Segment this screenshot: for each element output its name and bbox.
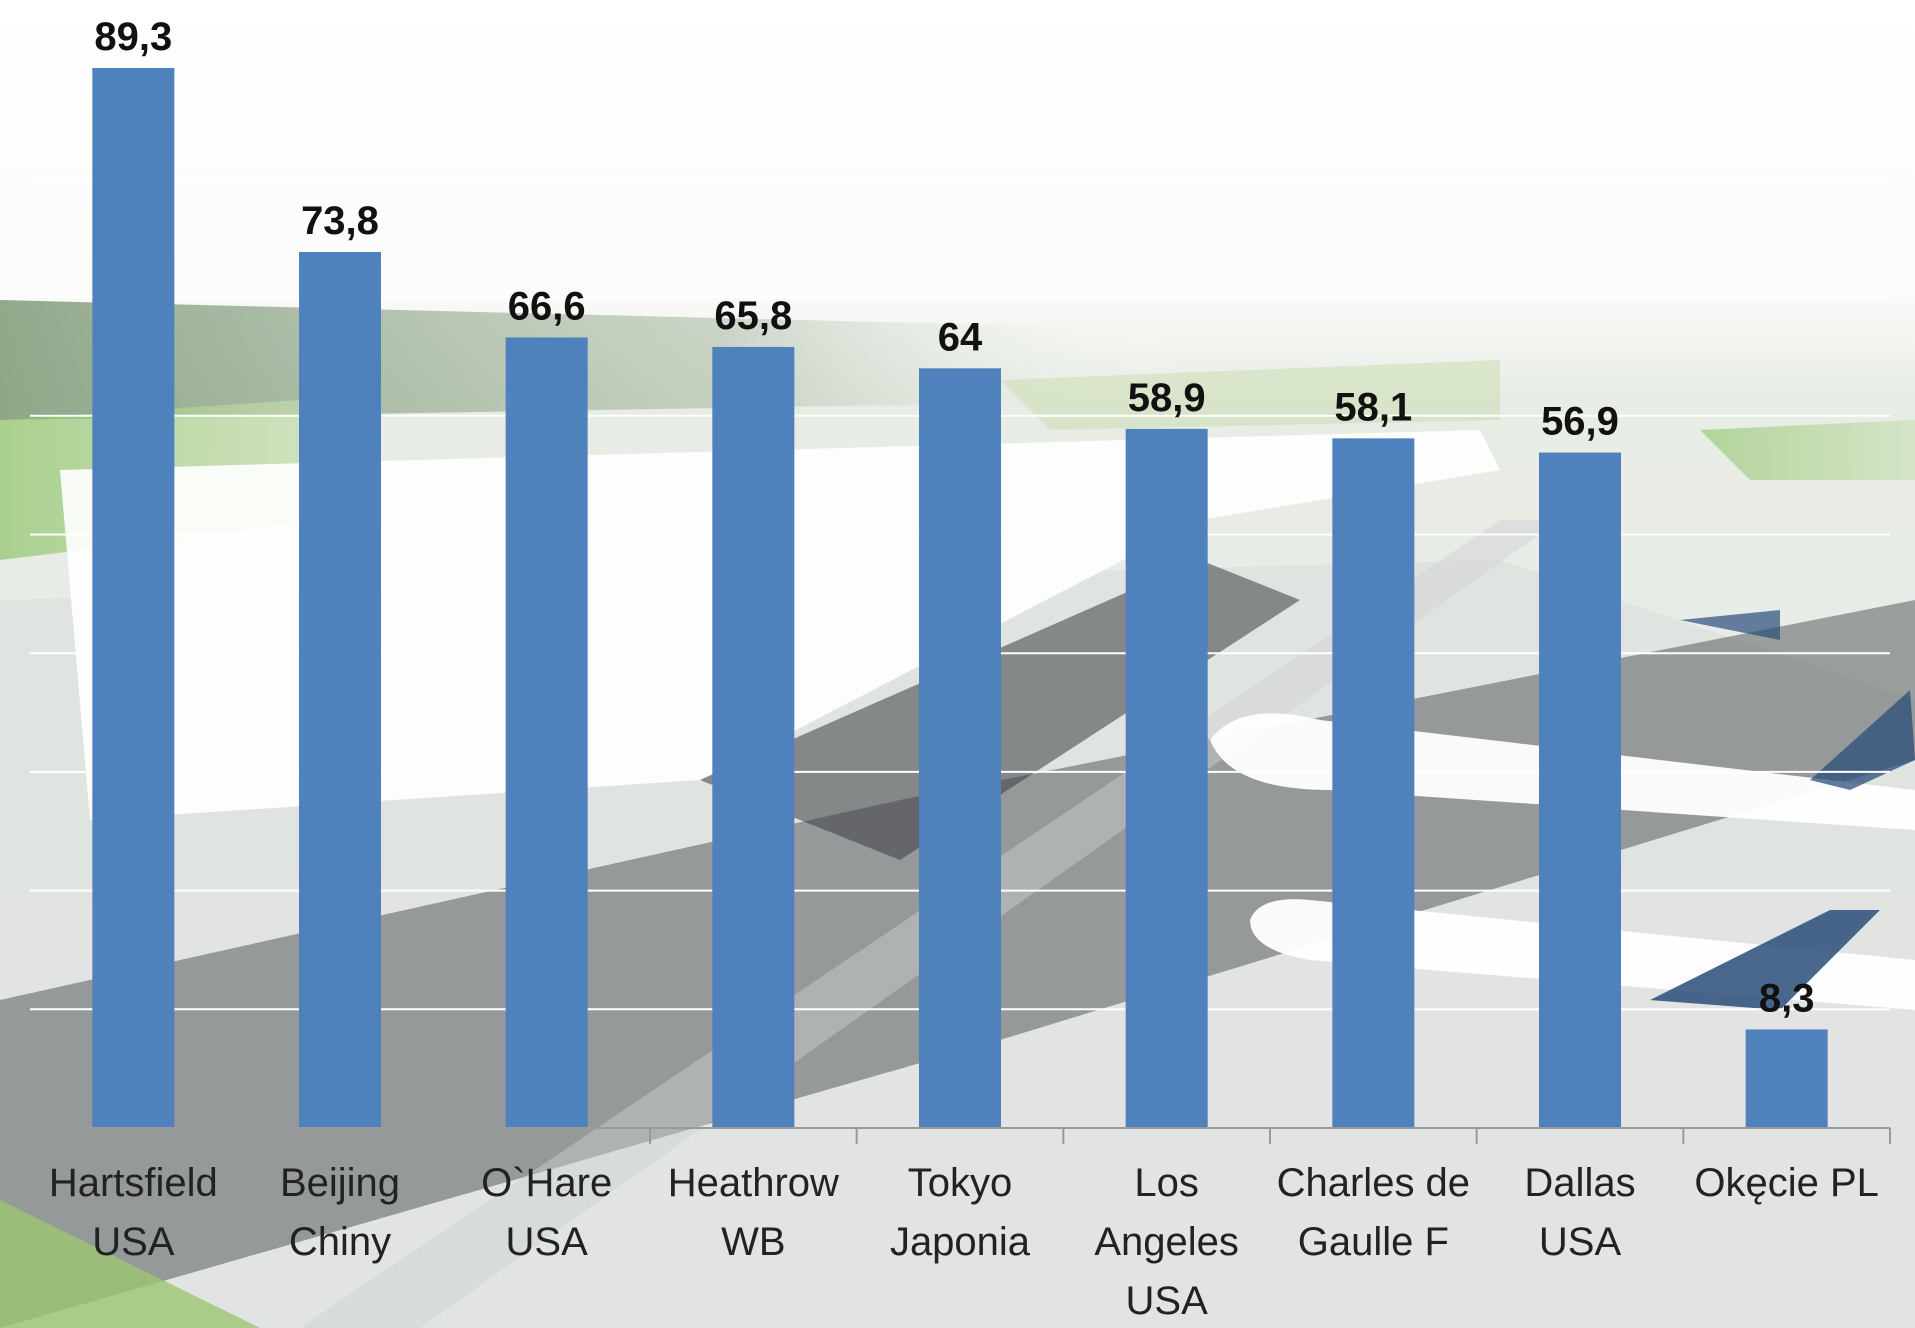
value-label: 58,1 — [1334, 385, 1412, 429]
category-label: Okęcie PL — [1694, 1161, 1879, 1205]
value-label: 58,9 — [1128, 376, 1206, 420]
bar — [1745, 1029, 1828, 1128]
bar — [505, 337, 588, 1128]
category-labels: Hartsfield USA Beijing Chiny O`Hare USA Heathr… — [49, 1161, 1879, 1323]
value-label: 73,8 — [301, 199, 379, 243]
value-labels: 89,3 73,8 66,6 65,8 64 58,9 58,1 56,9 8,3 — [94, 15, 1814, 1020]
value-label: 89,3 — [94, 15, 172, 59]
value-label: 8,3 — [1759, 976, 1815, 1020]
value-label: 66,6 — [508, 284, 586, 328]
value-label: 64 — [938, 315, 983, 359]
bar — [1332, 438, 1415, 1128]
category-label: Charles de Gaulle F — [1277, 1161, 1470, 1264]
bar — [92, 68, 175, 1128]
bar — [712, 346, 795, 1128]
value-label: 65,8 — [714, 294, 792, 338]
category-label: Tokyo Japonia — [890, 1161, 1031, 1264]
x-axis-ticks — [29, 1128, 1891, 1144]
bar — [299, 251, 381, 1128]
category-label: Beijing Chiny — [280, 1161, 400, 1264]
category-label: Los Angeles USA — [1094, 1161, 1239, 1323]
category-label: Dallas USA — [1524, 1161, 1635, 1264]
category-label: Hartsfield USA — [49, 1161, 218, 1264]
bar — [1539, 452, 1621, 1128]
bar — [919, 368, 1001, 1128]
category-label: Heathrow WB — [668, 1161, 839, 1264]
value-label: 56,9 — [1541, 400, 1619, 444]
bars — [92, 68, 1828, 1128]
bar — [1125, 428, 1208, 1128]
category-label: O`Hare USA — [481, 1161, 612, 1264]
